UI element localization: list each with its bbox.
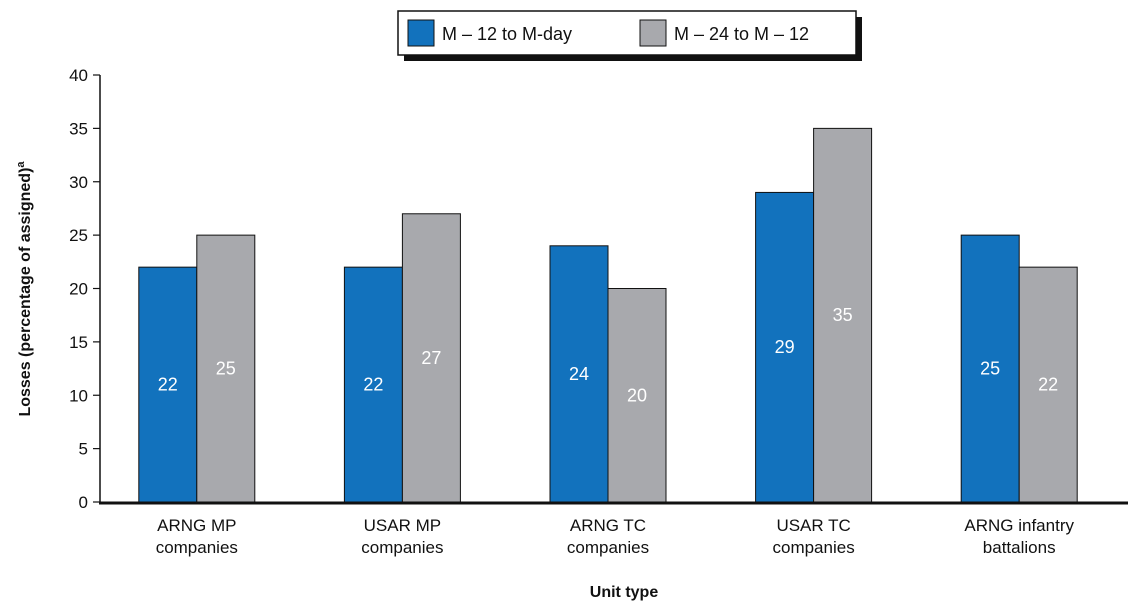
y-axis-title-superscript: a: [15, 161, 27, 168]
y-tick-label: 15: [69, 333, 88, 352]
bar-series-2-3: [813, 127, 873, 503]
legend: M – 12 to M-day M – 24 to M – 12: [397, 10, 862, 61]
y-tick-label: 25: [69, 226, 88, 245]
y-axis: 0 5 10 15 20 25 30 35 40: [69, 66, 101, 512]
legend-box: [397, 10, 857, 56]
x-category-label: ARNG infantry: [964, 516, 1074, 535]
y-tick-label: 20: [69, 280, 88, 299]
legend-swatch: [407, 19, 435, 47]
bar-value-label: 22: [158, 375, 178, 395]
bar-series-2-4: [1018, 266, 1078, 503]
legend-label: M – 24 to M – 12: [674, 24, 809, 44]
x-category-label: companies: [361, 538, 443, 557]
y-tick-label: 40: [69, 66, 88, 85]
y-tick-label: 30: [69, 173, 88, 192]
bars: 22 25 22 27 24 20 29 35 25 22: [138, 127, 1078, 503]
x-category-label: ARNG MP: [157, 516, 236, 535]
x-category-label: USAR TC: [776, 516, 850, 535]
y-tick-label: 0: [79, 493, 88, 512]
x-axis-title: Unit type: [590, 584, 659, 601]
x-category-label: companies: [567, 538, 649, 557]
legend-label: M – 12 to M-day: [442, 24, 572, 44]
y-axis-title: Losses (percentage of assigned)a: [15, 161, 34, 417]
x-category-label: ARNG TC: [570, 516, 646, 535]
bar-value-label: 25: [980, 359, 1000, 379]
bar-series-1-4: [960, 234, 1020, 503]
bar-series-2-0: [196, 234, 256, 503]
y-tick-label: 5: [79, 440, 88, 459]
bar-series-1-0: [138, 266, 198, 503]
bar-value-label: 22: [363, 375, 383, 395]
x-category-label: companies: [772, 538, 854, 557]
x-category-label: battalions: [983, 538, 1056, 557]
x-category-label: USAR MP: [364, 516, 441, 535]
x-category-label: companies: [156, 538, 238, 557]
bar-value-label: 24: [569, 364, 589, 384]
bar-value-label: 25: [216, 359, 236, 379]
y-tick-label: 10: [69, 386, 88, 405]
bar-series-2-2: [607, 288, 667, 503]
bar-value-label: 22: [1038, 375, 1058, 395]
bar-series-2-1: [401, 213, 461, 503]
x-axis: ARNG MP companies USAR MP companies ARNG TC c…: [99, 501, 1128, 557]
bar-value-label: 27: [421, 348, 441, 368]
legend-swatch: [639, 19, 667, 47]
y-tick-label: 35: [69, 119, 88, 138]
bar-value-label: 35: [833, 305, 853, 325]
bar-value-label: 29: [775, 337, 795, 357]
bar-value-label: 20: [627, 385, 647, 405]
